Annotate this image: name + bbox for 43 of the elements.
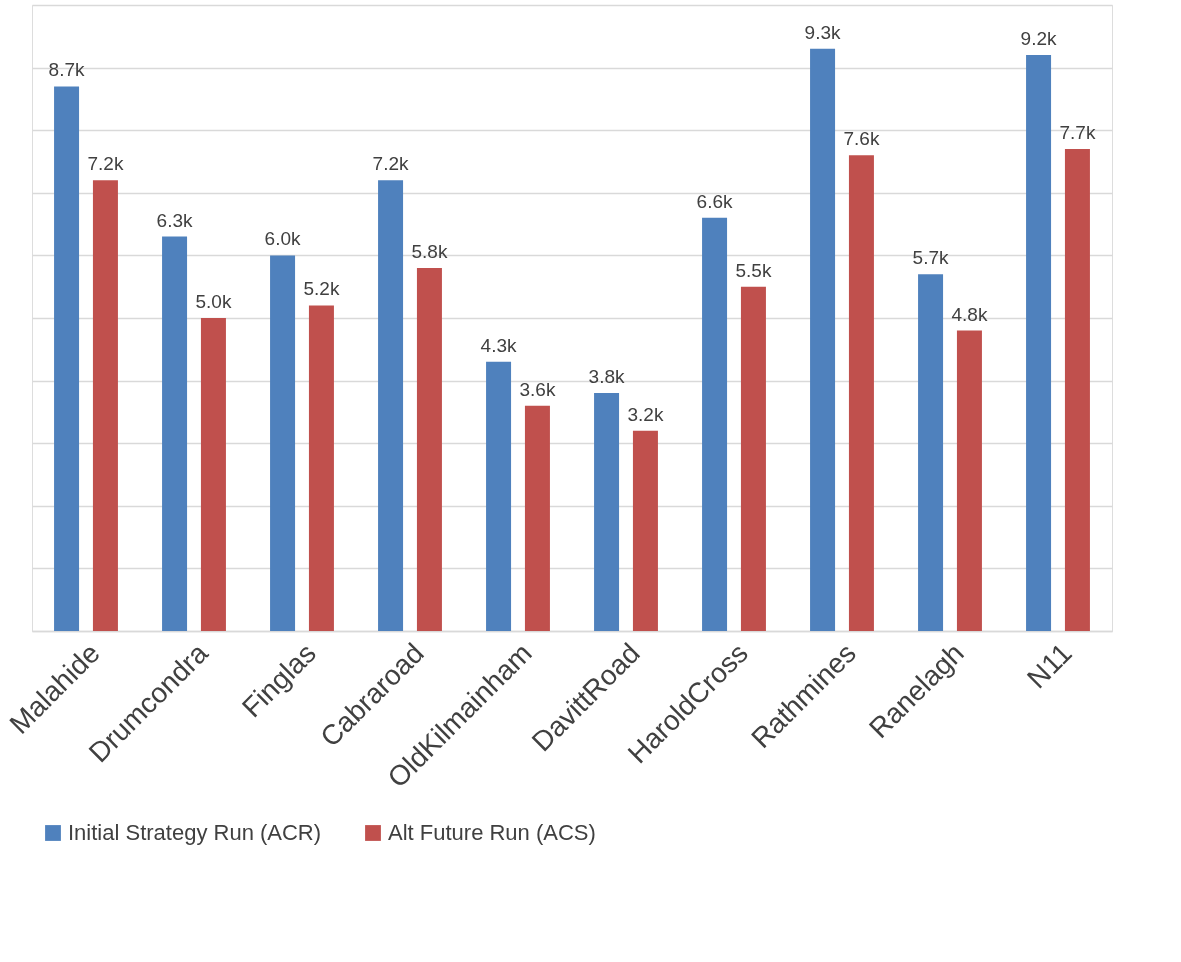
data-label: 5.5k [735, 259, 772, 281]
data-label: 6.3k [156, 209, 194, 231]
bar [200, 318, 226, 631]
data-label: 4.8k [951, 303, 988, 325]
data-label: 3.6k [519, 378, 556, 400]
bar [54, 86, 80, 631]
bar [92, 180, 118, 631]
bar [632, 430, 658, 631]
data-label: 9.2k [1020, 28, 1058, 50]
data-label: 5.8k [411, 240, 448, 262]
bar [702, 217, 728, 631]
data-label: 7.2k [87, 153, 124, 175]
bar [308, 305, 334, 631]
bar [524, 405, 550, 631]
bar [378, 180, 404, 631]
data-label: 5.2k [303, 278, 340, 300]
data-label: 5.7k [912, 247, 950, 269]
data-label: 3.8k [588, 366, 626, 388]
bar [162, 236, 188, 631]
bar [740, 286, 766, 631]
data-label: 6.6k [696, 190, 734, 212]
data-label: 5.0k [195, 291, 232, 312]
data-label: 8.7k [48, 59, 86, 81]
data-label: 4.3k [480, 334, 518, 356]
bar [270, 255, 296, 631]
bar [416, 267, 442, 631]
legend-label: Initial Strategy Run (ACR) [68, 820, 322, 845]
bar [918, 274, 944, 631]
bar [486, 361, 512, 631]
bar [810, 48, 836, 631]
bar [956, 330, 982, 631]
x-tick-label: N11 [1021, 637, 1078, 695]
data-label: 7.7k [1059, 121, 1096, 143]
data-label: 7.6k [843, 128, 880, 150]
bar [848, 155, 874, 631]
data-label: 3.2k [627, 403, 664, 425]
data-label: 9.3k [804, 21, 842, 43]
data-label: 6.0k [264, 228, 302, 250]
bar [1064, 148, 1090, 631]
legend-label: Alt Future Run (ACS) [388, 820, 596, 845]
bar [594, 393, 620, 631]
bar [1026, 55, 1052, 631]
data-label: 7.2k [372, 153, 410, 175]
